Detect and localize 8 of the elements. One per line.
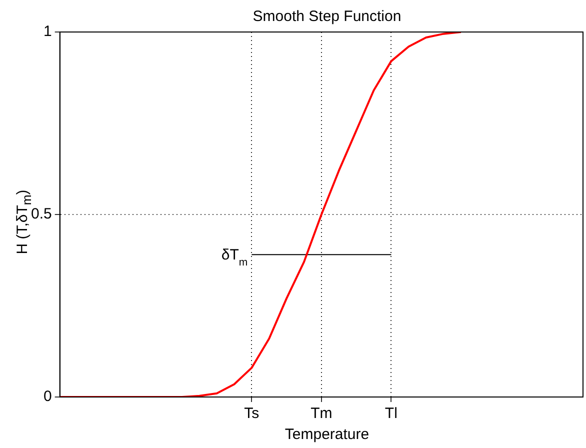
y-tick-label: 0.5 xyxy=(30,206,52,223)
y-tick-label: 0 xyxy=(44,388,52,406)
y-tick-label: 1 xyxy=(44,23,52,40)
chart-title: Smooth Step Function xyxy=(252,8,402,25)
x-axis-title: Temperature xyxy=(284,426,370,443)
x-tick-label: Tl xyxy=(384,405,398,422)
x-tick-label: Tm xyxy=(310,405,332,422)
x-tick-label: Ts xyxy=(244,405,260,422)
